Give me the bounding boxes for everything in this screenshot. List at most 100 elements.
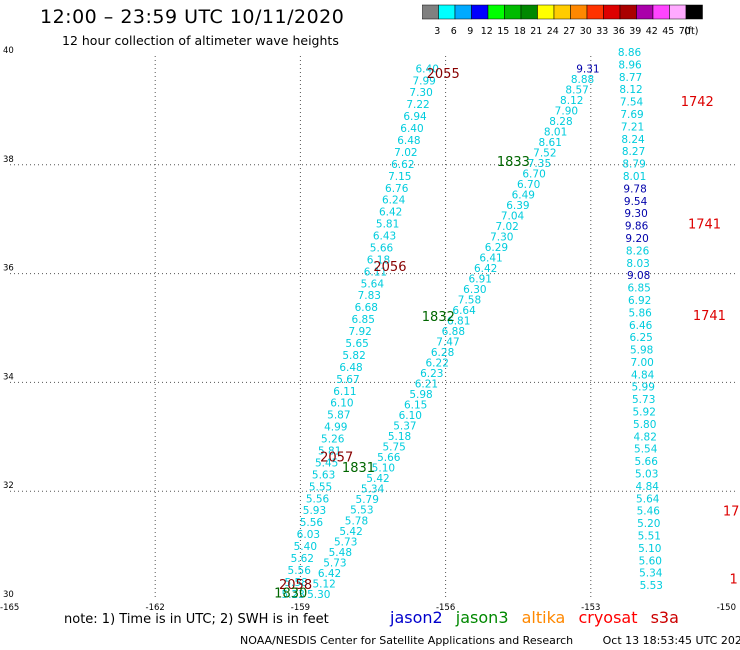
wave-height-label: 6.29: [485, 242, 508, 254]
wave-height-label: 7.52: [533, 147, 556, 159]
y-tick-label: 34: [3, 372, 14, 382]
wave-height-label: 7.35: [528, 158, 551, 170]
wave-height-label: 6.76: [385, 183, 409, 195]
wave-height-label: 4.82: [634, 431, 657, 443]
wave-height-label: 7.90: [555, 105, 578, 117]
wave-height-label: 9.08: [627, 270, 650, 282]
y-tick-label: 38: [3, 155, 14, 165]
wave-height-label: 8.77: [619, 72, 642, 84]
wave-height-label: 9.20: [625, 233, 648, 245]
wave-height-label: 4.99: [324, 422, 347, 434]
wave-height-label: 5.53: [350, 505, 373, 517]
scale-swatch: [685, 4, 703, 20]
wave-height-label: 6.62: [391, 159, 414, 171]
wave-height-label: 6.42: [379, 207, 402, 219]
wave-height-label: 7.04: [501, 210, 525, 222]
wave-height-label: 6.11: [333, 386, 356, 398]
wave-height-label: 6.92: [628, 295, 651, 307]
y-tick-label: 40: [3, 46, 14, 56]
wave-height-label: 7.30: [409, 87, 432, 99]
wave-height-label: 5.66: [635, 456, 659, 468]
wave-height-label: 7.02: [394, 147, 417, 159]
wave-height-label: 4.84: [631, 369, 655, 381]
scale-label: 30: [580, 26, 592, 37]
wave-height-label: 6.85: [627, 283, 650, 295]
wave-height-label: 5.78: [345, 515, 368, 527]
wave-height-label: 7.54: [620, 97, 644, 109]
wave-height-label: 5.42: [339, 526, 362, 538]
wave-height-label: 5.40: [294, 541, 317, 553]
scale-label: 18: [514, 26, 526, 37]
wave-height-label: 5.10: [638, 543, 661, 555]
wave-height-label: 6.10: [399, 410, 422, 422]
wave-height-label: 4.84: [636, 481, 660, 493]
wave-height-label: 5.03: [635, 469, 658, 481]
wave-height-label: 5.64: [636, 493, 660, 505]
wave-height-label: 9.86: [625, 221, 649, 233]
wave-height-label: 8.61: [539, 137, 562, 149]
wave-height-label: 8.79: [622, 159, 645, 171]
wave-height-label: 5.82: [342, 350, 365, 362]
wave-height-label: 6.25: [629, 332, 652, 344]
wave-height-label: 6.70: [522, 168, 545, 180]
legend-jason3: jason3: [455, 608, 509, 627]
scale-label: 45: [662, 26, 674, 37]
wave-height-label: 6.28: [431, 347, 454, 359]
wave-height-label: 5.34: [361, 484, 385, 496]
wave-height-label: 8.28: [549, 116, 572, 128]
wave-height-label: 5.56: [300, 517, 324, 529]
pass-time-label: 1741: [688, 217, 721, 232]
wave-height-label: 7.21: [621, 121, 644, 133]
legend-s3a: s3a: [650, 608, 679, 627]
scale-label: 15: [497, 26, 509, 37]
wave-height-label: 8.01: [623, 171, 646, 183]
wave-height-label: 6.15: [404, 400, 427, 412]
wave-height-label: 6.24: [382, 195, 406, 207]
wave-height-label: 6.49: [512, 189, 535, 201]
wave-height-label: 5.54: [634, 444, 658, 456]
wave-height-label: 5.53: [640, 580, 663, 592]
wave-height-label: 5.20: [637, 518, 660, 530]
wave-height-label: 6.46: [629, 320, 653, 332]
wave-height-label: 5.73: [632, 394, 655, 406]
wave-height-label: 6.41: [479, 253, 502, 265]
pass-time-label: 1831: [342, 461, 375, 476]
wave-height-label: 5.51: [638, 531, 661, 543]
wave-height-label: 5.62: [291, 553, 314, 565]
wave-height-label: 7.83: [358, 290, 381, 302]
wave-height-label: 6.70: [517, 179, 540, 191]
pass-time-label: 1832: [422, 310, 455, 325]
scale-label: 12: [481, 26, 493, 37]
scale-label: 33: [596, 26, 608, 37]
y-tick-label: 36: [3, 264, 14, 274]
wave-height-label: 6.91: [469, 274, 492, 286]
wave-height-label: 6.40: [416, 63, 439, 75]
scale-label: 70: [679, 26, 691, 37]
wave-height-label: 5.48: [329, 547, 352, 559]
wave-height-label: 5.99: [632, 382, 655, 394]
wave-height-label: 8.86: [618, 47, 642, 59]
wave-height-label: 6.81: [447, 316, 470, 328]
pass-time-label: 2058: [279, 578, 312, 593]
wave-height-label: 8.96: [618, 59, 642, 71]
pass-time-label: 17: [723, 505, 740, 520]
wave-height-label: 5.34: [639, 568, 663, 580]
scale-label: 3: [434, 26, 440, 37]
wave-height-label: 6.21: [415, 379, 438, 391]
wave-height-label: 5.93: [303, 505, 326, 517]
wave-height-label: 8.03: [626, 258, 649, 270]
pass-time-label: 1830: [274, 586, 307, 601]
wave-height-label: 6.42: [318, 568, 341, 580]
wave-height-label: 5.10: [372, 463, 395, 475]
scale-label: 42: [646, 26, 658, 37]
wave-height-label: 6.88: [442, 326, 465, 338]
wave-height-label: 8.88: [571, 74, 594, 86]
wave-height-label: 5.64: [361, 278, 385, 290]
x-tick-label: -159: [291, 603, 310, 613]
wave-height-label: 7.69: [620, 109, 643, 121]
wave-height-label: 5.56: [288, 565, 312, 577]
legend-altika: altika: [521, 608, 566, 627]
wave-height-label: 6.48: [397, 135, 420, 147]
wave-height-label: 6.23: [420, 368, 443, 380]
